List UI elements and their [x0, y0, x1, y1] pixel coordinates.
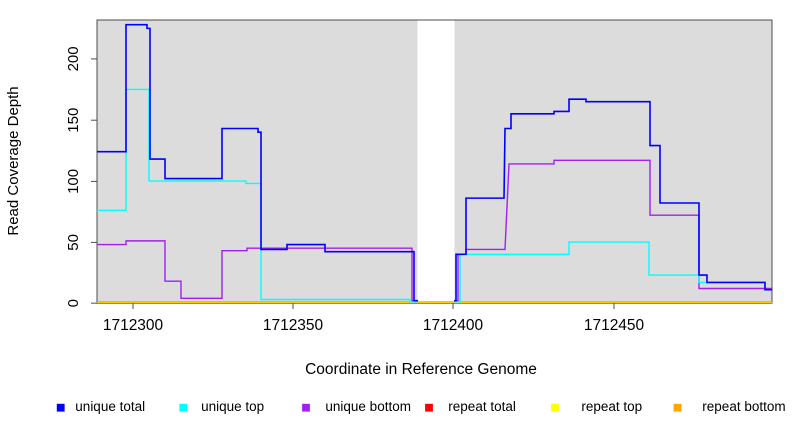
svg-text:unique top: unique top	[201, 399, 264, 414]
svg-text:50: 50	[65, 234, 82, 251]
svg-text:Coordinate in Reference Genome: Coordinate in Reference Genome	[305, 361, 537, 378]
svg-text:unique total: unique total	[75, 399, 145, 414]
svg-text:1712450: 1712450	[584, 317, 645, 334]
svg-text:repeat bottom: repeat bottom	[702, 399, 785, 414]
svg-text:Read Coverage Depth: Read Coverage Depth	[5, 86, 22, 235]
svg-text:1712350: 1712350	[263, 317, 324, 334]
svg-text:0: 0	[65, 299, 82, 307]
svg-text:100: 100	[65, 169, 82, 194]
svg-text:repeat total: repeat total	[448, 399, 516, 414]
svg-text:150: 150	[65, 108, 82, 133]
svg-text:1712300: 1712300	[103, 317, 164, 334]
svg-text:1712400: 1712400	[423, 317, 484, 334]
svg-text:repeat top: repeat top	[581, 399, 642, 414]
svg-text:unique bottom: unique bottom	[325, 399, 411, 414]
svg-text:200: 200	[65, 46, 82, 71]
